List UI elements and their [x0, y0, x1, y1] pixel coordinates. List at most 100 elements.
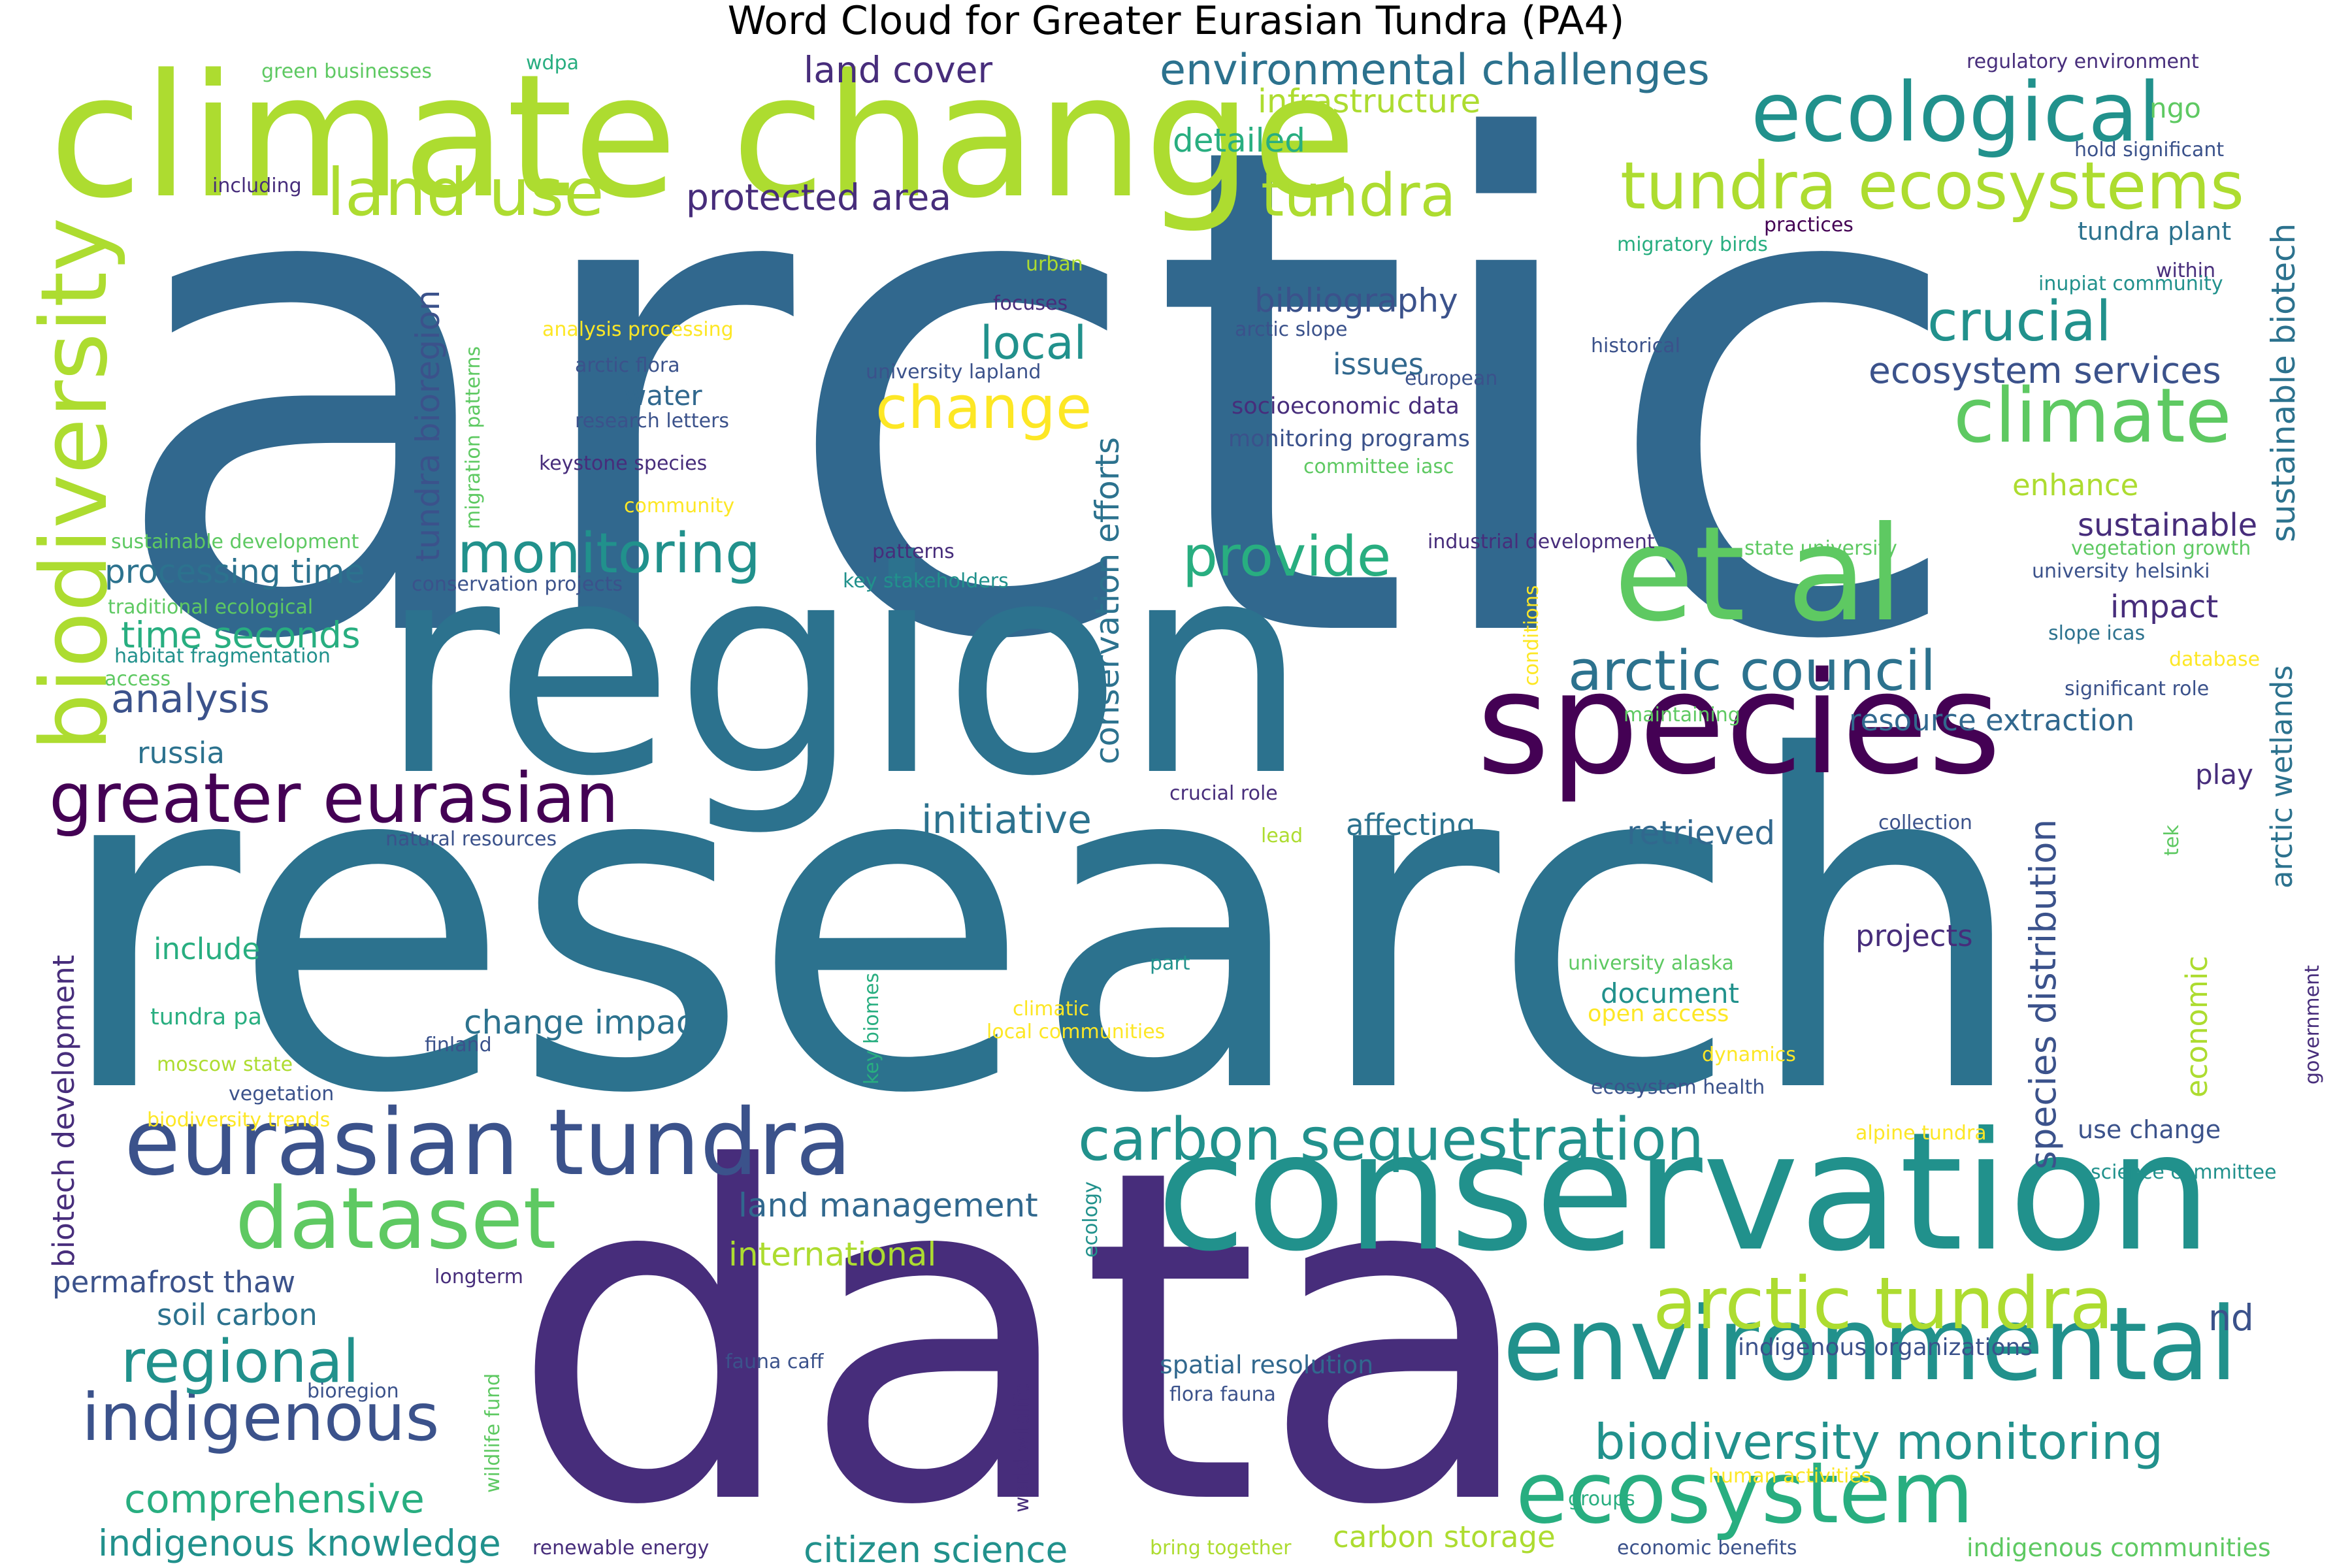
word-change: change [875, 374, 1092, 442]
word-biodiversity-monitoring: biodiversity monitoring [1594, 1413, 2164, 1471]
word-et-al: et al [1614, 498, 1904, 651]
word-initiative: initiative [921, 797, 1092, 843]
word-bibliography: bibliography [1254, 282, 1458, 319]
word-conservation-projects: conservation projects [412, 573, 623, 596]
word-university-lapland: university lapland [866, 361, 1041, 384]
word-slope-icas: slope icas [2048, 622, 2146, 645]
chart-title: Word Cloud for Greater Eurasian Tundra (… [727, 0, 1625, 44]
word-bring-together: bring together [1150, 1537, 1292, 1560]
word-change-impacts: change impacts [464, 1004, 725, 1041]
word-monitoring-programs: monitoring programs [1228, 426, 1470, 452]
word-database: database [2169, 648, 2261, 671]
word-spatial-resolution: spatial resolution [1160, 1350, 1374, 1379]
word-including: including [212, 174, 302, 197]
word-water: water [624, 380, 702, 412]
word-use-change: use change [2078, 1115, 2221, 1144]
word-conservation-efforts: conservation efforts [1088, 436, 1126, 764]
word-conservation: conservation [1156, 1097, 2212, 1287]
word-focuses: focuses [993, 292, 1068, 315]
word-enhance: enhance [2012, 468, 2139, 502]
word-russia: russia [137, 736, 225, 770]
word-protected-area: protected area [686, 176, 952, 218]
word-soil-carbon: soil carbon [157, 1298, 318, 1332]
word-ecological: ecological [1751, 65, 2161, 160]
word-comprehensive: comprehensive [124, 1477, 425, 1522]
word-permafrost-thaw: permafrost thaw [52, 1265, 296, 1299]
word-dynamics: dynamics [1702, 1043, 1796, 1066]
word-ecology: ecology [1079, 1181, 1102, 1258]
word-alpine-tundra: alpine tundra [1855, 1122, 1987, 1145]
word-migration-patterns: migration patterns [462, 346, 485, 529]
word-significant-role: significant role [2065, 678, 2210, 700]
word-world-wildlife: world wildlife [1011, 1382, 1034, 1512]
word-ngo: ngo [2149, 92, 2201, 124]
word-green-businesses: green businesses [261, 60, 433, 83]
word-conditions: conditions [1520, 585, 1543, 686]
word-eurasian-tundra: eurasian tundra [124, 1090, 852, 1196]
word-tundra-pa: tundra pa [150, 1004, 262, 1030]
word-groups: groups [1568, 1488, 1635, 1511]
word-maintaining: maintaining [1624, 704, 1740, 727]
word-university-alaska: university alaska [1568, 952, 1734, 975]
word-lead: lead [1261, 825, 1303, 847]
word-processing-time: processing time [105, 553, 365, 591]
word-science-committee: science committee [2091, 1161, 2277, 1184]
word-play: play [2195, 759, 2253, 791]
word-urban: urban [1026, 253, 1083, 276]
word-arctic-tundra: arctic tundra [1653, 1262, 2114, 1345]
word-regional: regional [121, 1328, 359, 1396]
word-human-activities: human activities [1708, 1465, 1872, 1488]
word-carbon-storage: carbon storage [1333, 1520, 1556, 1554]
word-hold-significant: hold significant [2074, 139, 2225, 161]
word-land-use: land use [327, 154, 604, 231]
word-environmental: environmental [1503, 1285, 2238, 1403]
word-arctic-wetlands: arctic wetlands [2264, 665, 2299, 889]
word-tek: tek [2161, 825, 2183, 856]
word-community: community [624, 495, 735, 517]
word-crucial: crucial [1927, 289, 2112, 354]
word-committee-iasc: committee iasc [1303, 455, 1454, 478]
word-analysis: analysis [111, 676, 270, 722]
word-land-cover: land cover [804, 49, 993, 91]
word-biodiversity-trends: biodiversity trends [147, 1109, 331, 1132]
word-projects: projects [1855, 919, 1973, 953]
word-infrastructure: infrastructure [1258, 82, 1481, 120]
word-resource-extraction: resource extraction [1849, 703, 2135, 738]
word-environmental-challenges: environmental challenges [1160, 46, 1710, 95]
word-citizen-science: citizen science [804, 1529, 1068, 1568]
word-sustainable-biotech: sustainable biotech [2264, 223, 2302, 542]
word-traditional-ecological: traditional ecological [108, 596, 314, 619]
word-wildlife-fund: wildlife fund [482, 1373, 504, 1493]
word-sustainable: sustainable [2078, 507, 2258, 544]
word-greater-eurasian: greater eurasian [49, 759, 619, 838]
word-carbon-sequestration: carbon sequestration [1078, 1105, 1705, 1174]
word-dataset: dataset [235, 1169, 557, 1268]
word-ecosystem-health: ecosystem health [1591, 1076, 1765, 1099]
word-issues: issues [1333, 347, 1424, 382]
word-industrial-development: industrial development [1428, 531, 1655, 553]
word-crucial-role: crucial role [1169, 782, 1278, 805]
word-climate-change: climate change [49, 39, 1357, 236]
word-detailed: detailed [1173, 122, 1306, 159]
word-indigenous-knowledge: indigenous knowledge [98, 1522, 501, 1564]
word-tundra-bioregion: tundra bioregion [409, 289, 447, 562]
word-tundra-plant: tundra plant [2078, 217, 2232, 246]
word-time-seconds: time seconds [121, 614, 361, 656]
word-land-management: land management [738, 1186, 1038, 1224]
word-economic: economic [2180, 955, 2214, 1098]
word-arctic: arctic [105, 3, 1970, 787]
word-indigenous-organizations: indigenous organizations [1738, 1334, 2033, 1361]
word-document: document [1601, 977, 1739, 1009]
word-arctic-flora: arctic flora [575, 354, 680, 377]
word-vegetation-growth: vegetation growth [2071, 537, 2251, 560]
word-local-communities: local communities [987, 1021, 1166, 1043]
word-include: include [154, 932, 261, 966]
word-bioregion: bioregion [307, 1380, 399, 1403]
word-key-stakeholders: key stakeholders [843, 570, 1009, 593]
word-natural-resources: natural resources [385, 828, 557, 851]
word-inupiat-community: inupiat community [2038, 272, 2223, 295]
word-state-university: state university [1744, 537, 1897, 560]
word-arctic-slope: arctic slope [1235, 318, 1348, 341]
word-climatic: climatic [1013, 998, 1090, 1021]
